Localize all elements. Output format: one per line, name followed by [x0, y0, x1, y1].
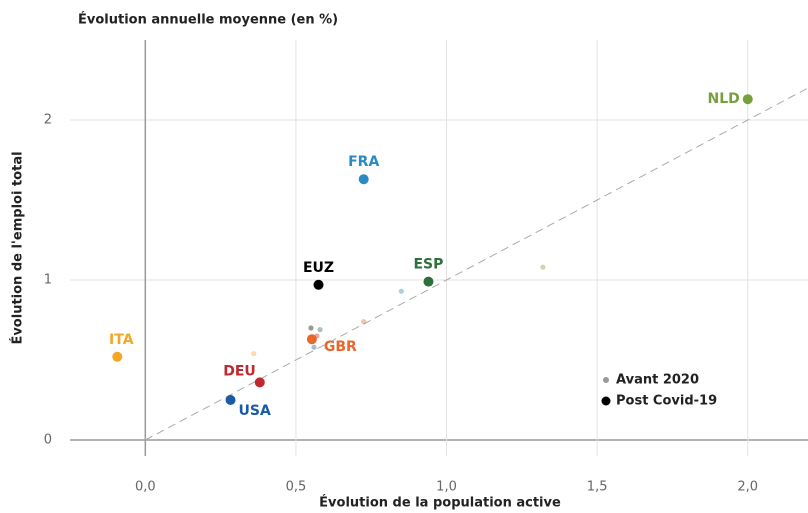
data-label: DEU — [223, 363, 256, 379]
data-label: NLD — [707, 91, 739, 107]
scatter-point — [313, 279, 324, 290]
legend-marker — [601, 396, 611, 406]
x-tick-label: 1,0 — [436, 480, 457, 495]
data-label: ITA — [109, 332, 134, 348]
data-label: FRA — [348, 154, 379, 170]
data-label: USA — [239, 403, 271, 419]
data-label: ESP — [413, 257, 443, 273]
scatter-point — [361, 319, 367, 325]
legend-label: Post Covid-19 — [616, 394, 717, 409]
x-tick-label: 0,5 — [286, 480, 307, 495]
y-tick-label: 0 — [44, 433, 52, 448]
scatter-point — [540, 264, 546, 270]
scatter-point — [306, 334, 317, 345]
x-axis-title: Évolution de la population active — [319, 495, 561, 511]
data-label: EUZ — [303, 260, 334, 276]
legend-marker — [603, 377, 609, 383]
scatter-point — [311, 344, 317, 350]
data-label: GBR — [324, 339, 357, 355]
y-tick-label: 2 — [44, 113, 52, 128]
scatter-point — [423, 276, 434, 287]
scatter-point — [398, 288, 404, 294]
legend-label: Avant 2020 — [616, 373, 699, 388]
x-tick-label: 0,0 — [135, 480, 156, 495]
scatter-point — [308, 325, 314, 331]
scatter-point — [112, 351, 123, 362]
scatter-point — [225, 395, 236, 405]
chart-title: Évolution annuelle moyenne (en %) — [78, 12, 338, 28]
reference-line — [145, 87, 808, 441]
scatter-point — [254, 377, 265, 388]
scatter-point — [251, 351, 257, 357]
x-tick-label: 1,5 — [587, 480, 608, 495]
y-tick-label: 1 — [44, 273, 52, 288]
y-axis-title: Évolution de l'emploi total — [10, 151, 26, 344]
x-tick-label: 2,0 — [737, 480, 758, 495]
scatter-point — [317, 327, 323, 333]
scatter-point — [358, 174, 369, 185]
scatter-point — [742, 94, 753, 105]
